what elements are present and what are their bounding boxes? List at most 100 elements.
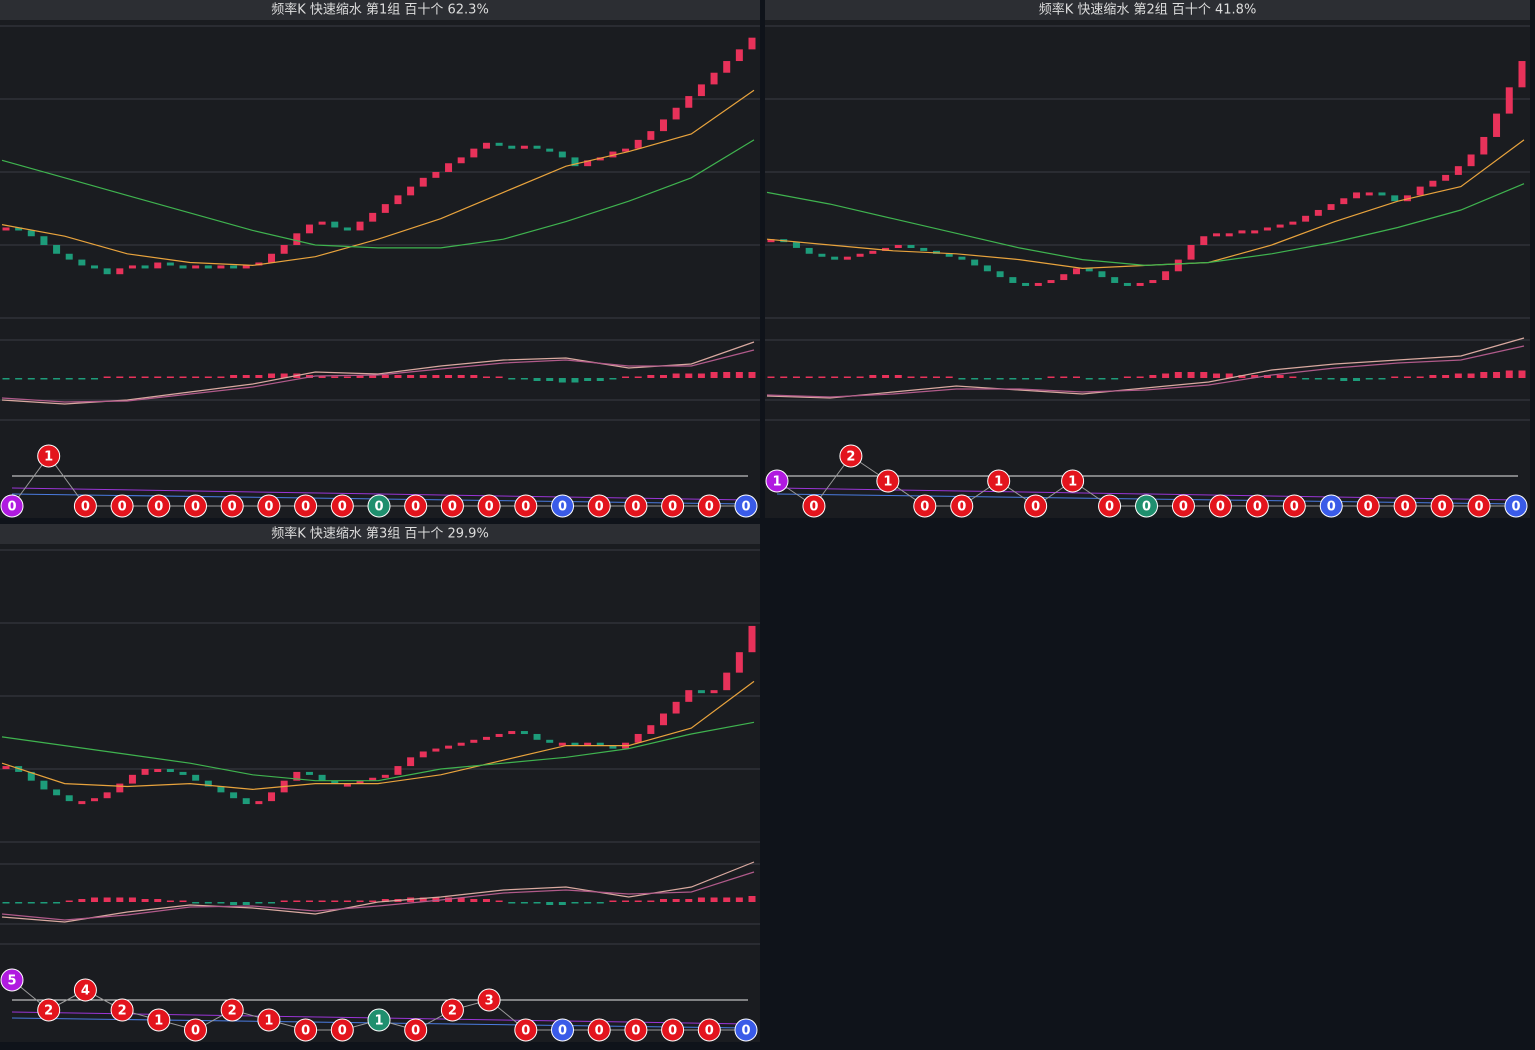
- macd-bar: [103, 897, 111, 902]
- macd-bar: [558, 378, 566, 383]
- candle: [748, 37, 756, 50]
- count-badge: [697, 494, 721, 518]
- candle: [1060, 274, 1068, 281]
- candle: [584, 160, 592, 167]
- macd-bar: [40, 902, 48, 904]
- dea-line: [766, 345, 1525, 398]
- count-label: 0: [1142, 500, 1151, 515]
- candle: [767, 239, 775, 243]
- candle: [1174, 259, 1182, 272]
- candle: [735, 49, 743, 62]
- macd-bar: [419, 897, 427, 902]
- macd-bar: [65, 900, 73, 902]
- macd-bar: [805, 376, 813, 378]
- macd-bar: [735, 897, 743, 902]
- macd-bar: [659, 375, 667, 378]
- macd-bar: [255, 375, 263, 378]
- count-badge: [1356, 494, 1380, 518]
- candle: [558, 151, 566, 158]
- panel: [0, 0, 760, 518]
- candle: [116, 268, 124, 275]
- candle: [1327, 204, 1335, 210]
- macd-bar: [116, 897, 124, 902]
- candle: [293, 233, 301, 245]
- candle: [1276, 224, 1284, 228]
- macd-bar: [381, 375, 389, 378]
- macd-bar: [1085, 378, 1093, 380]
- macd-bar: [166, 900, 174, 902]
- candle: [166, 262, 174, 266]
- count-badge: [73, 494, 97, 518]
- candle: [1505, 87, 1513, 114]
- candle: [179, 771, 187, 775]
- count-badge: [220, 998, 244, 1022]
- count-label: 1: [154, 1014, 163, 1029]
- macd-bar: [457, 375, 465, 378]
- candle: [584, 742, 592, 746]
- count-label: 0: [448, 500, 457, 515]
- macd-bar: [1047, 376, 1055, 378]
- count-badge: [514, 494, 538, 518]
- macd-bar: [242, 375, 250, 378]
- count-badge: [624, 494, 648, 518]
- candle: [470, 148, 478, 158]
- macd-bar: [1302, 378, 1310, 380]
- macd-bar: [748, 896, 756, 902]
- macd-bar: [53, 378, 61, 380]
- macd-bar: [369, 900, 377, 902]
- macd-bar: [571, 902, 579, 904]
- macd-bar: [1072, 376, 1080, 378]
- candle: [697, 690, 705, 694]
- candle: [882, 247, 890, 251]
- macd-bar: [1238, 375, 1246, 378]
- candle: [331, 221, 339, 228]
- count-badge: [1282, 494, 1306, 518]
- candle: [983, 265, 991, 272]
- candle: [268, 792, 276, 802]
- macd-bar: [723, 897, 731, 902]
- count-label: 4: [81, 984, 90, 999]
- candle: [154, 769, 162, 772]
- candle: [204, 265, 212, 269]
- macd-bar: [78, 378, 86, 380]
- count-badge: [220, 494, 244, 518]
- count-badge: [73, 978, 97, 1002]
- macd-bar: [1505, 370, 1513, 378]
- candle: [53, 245, 61, 254]
- candle: [407, 757, 415, 767]
- macd-bar: [495, 376, 503, 378]
- count-label: 0: [1105, 500, 1114, 515]
- dif-line: [1, 341, 755, 405]
- count-label: 0: [338, 500, 347, 515]
- count-label: 0: [485, 500, 494, 515]
- macd-bar: [1391, 376, 1399, 378]
- candle: [293, 771, 301, 781]
- macd-bar: [305, 900, 313, 902]
- candle: [634, 139, 642, 149]
- macd-bar: [1429, 375, 1437, 378]
- candle: [546, 148, 554, 152]
- macd-bar: [154, 376, 162, 378]
- candle: [394, 766, 402, 775]
- count-badge: [624, 1018, 648, 1042]
- macd-bar: [1213, 373, 1221, 378]
- macd-bar: [419, 375, 427, 378]
- candle: [508, 145, 516, 149]
- candle: [128, 774, 136, 784]
- candle: [255, 801, 263, 805]
- candle: [1098, 271, 1106, 278]
- macd-bar: [843, 376, 851, 378]
- candle: [647, 131, 655, 140]
- candle: [91, 798, 99, 802]
- candle: [103, 268, 111, 275]
- macd-bar: [128, 897, 136, 902]
- count-label: 0: [1253, 500, 1262, 515]
- macd-bar: [27, 902, 35, 904]
- count-label: 0: [1401, 500, 1410, 515]
- macd-bar: [983, 378, 991, 380]
- macd-bar: [1200, 372, 1208, 378]
- candle: [166, 769, 174, 772]
- candle: [609, 745, 617, 749]
